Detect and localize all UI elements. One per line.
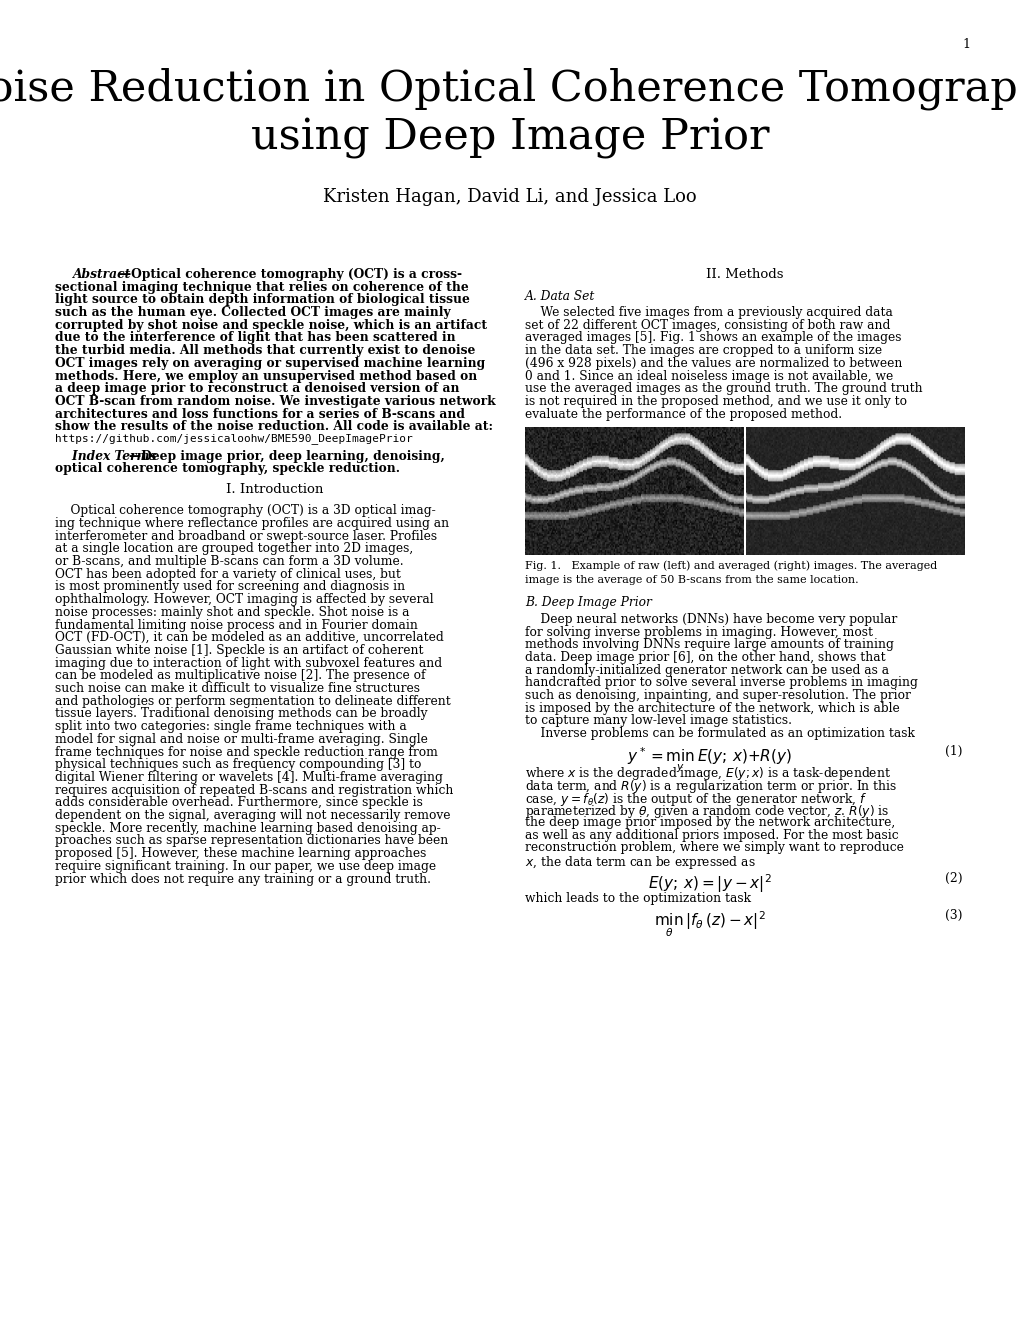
Text: light source to obtain depth information of biological tissue: light source to obtain depth information… <box>55 293 470 306</box>
Text: A. Data Set: A. Data Set <box>525 289 595 302</box>
Text: methods involving DNNs require large amounts of training: methods involving DNNs require large amo… <box>525 639 893 651</box>
Text: a randomly-initialized generator network can be used as a: a randomly-initialized generator network… <box>525 664 889 677</box>
Text: frame techniques for noise and speckle reduction range from: frame techniques for noise and speckle r… <box>55 746 437 759</box>
Text: OCT B-scan from random noise. We investigate various network: OCT B-scan from random noise. We investi… <box>55 395 495 408</box>
Text: We selected five images from a previously acquired data: We selected five images from a previousl… <box>525 306 892 319</box>
Text: for solving inverse problems in imaging. However, most: for solving inverse problems in imaging.… <box>525 626 872 639</box>
Text: architectures and loss functions for a series of B-scans and: architectures and loss functions for a s… <box>55 408 465 421</box>
Text: dependent on the signal, averaging will not necessarily remove: dependent on the signal, averaging will … <box>55 809 450 822</box>
Text: ophthalmology. However, OCT imaging is affected by several: ophthalmology. However, OCT imaging is a… <box>55 593 433 606</box>
Text: to capture many low-level image statistics.: to capture many low-level image statisti… <box>525 714 791 727</box>
Text: $E(y;\,x) = |y - x|^2$: $E(y;\,x) = |y - x|^2$ <box>647 873 771 895</box>
Text: digital Wiener filtering or wavelets [4]. Multi-frame averaging: digital Wiener filtering or wavelets [4]… <box>55 771 442 784</box>
Text: model for signal and noise or multi-frame averaging. Single: model for signal and noise or multi-fram… <box>55 733 427 746</box>
Text: due to the interference of light that has been scattered in: due to the interference of light that ha… <box>55 331 455 345</box>
Text: requires acquisition of repeated B-scans and registration which: requires acquisition of repeated B-scans… <box>55 784 452 797</box>
Text: (1): (1) <box>945 744 962 758</box>
Text: using Deep Image Prior: using Deep Image Prior <box>251 117 768 158</box>
Text: is most prominently used for screening and diagnosis in: is most prominently used for screening a… <box>55 581 405 594</box>
Text: parameterized by $\theta$, given a random code vector, $z$. $R(y)$ is: parameterized by $\theta$, given a rando… <box>525 804 889 820</box>
Text: can be modeled as multiplicative noise [2]. The presence of: can be modeled as multiplicative noise [… <box>55 669 425 682</box>
Text: Kristen Hagan, David Li, and Jessica Loo: Kristen Hagan, David Li, and Jessica Loo <box>323 187 696 206</box>
Text: https://github.com/jessicaloohw/BME590_DeepImagePrior: https://github.com/jessicaloohw/BME590_D… <box>55 433 413 444</box>
Text: optical coherence tomography, speckle reduction.: optical coherence tomography, speckle re… <box>55 462 399 475</box>
Text: proposed [5]. However, these machine learning approaches: proposed [5]. However, these machine lea… <box>55 847 426 861</box>
Text: I. Introduction: I. Introduction <box>226 483 323 495</box>
Text: $x$, the data term can be expressed as: $x$, the data term can be expressed as <box>525 854 755 871</box>
Text: noise processes: mainly shot and speckle. Shot noise is a: noise processes: mainly shot and speckle… <box>55 606 409 619</box>
Text: $y^* = \min_y\, E(y;\,x) + R(y)$: $y^* = \min_y\, E(y;\,x) + R(y)$ <box>627 744 792 775</box>
Text: evaluate the performance of the proposed method.: evaluate the performance of the proposed… <box>525 408 842 421</box>
Text: as well as any additional priors imposed. For the most basic: as well as any additional priors imposed… <box>525 829 898 842</box>
Text: B. Deep Image Prior: B. Deep Image Prior <box>525 597 651 610</box>
Text: methods. Here, we employ an unsupervised method based on: methods. Here, we employ an unsupervised… <box>55 370 477 383</box>
Text: in the data set. The images are cropped to a uniform size: in the data set. The images are cropped … <box>525 345 881 358</box>
Text: Noise Reduction in Optical Coherence Tomography: Noise Reduction in Optical Coherence Tom… <box>0 69 1019 111</box>
Text: require significant training. In our paper, we use deep image: require significant training. In our pap… <box>55 859 436 873</box>
Text: a deep image prior to reconstruct a denoised version of an: a deep image prior to reconstruct a deno… <box>55 383 459 395</box>
Text: (496 x 928 pixels) and the values are normalized to between: (496 x 928 pixels) and the values are no… <box>525 356 902 370</box>
Text: which leads to the optimization task: which leads to the optimization task <box>525 892 750 906</box>
Text: $\min_\theta\, |f_\theta(z) - x|^2$: $\min_\theta\, |f_\theta(z) - x|^2$ <box>653 908 765 939</box>
Text: prior which does not require any training or a ground truth.: prior which does not require any trainin… <box>55 873 431 886</box>
Text: Fig. 1.   Example of raw (left) and averaged (right) images. The averaged: Fig. 1. Example of raw (left) and averag… <box>525 561 936 572</box>
Text: Abstract: Abstract <box>73 268 131 281</box>
Text: reconstruction problem, where we simply want to reproduce: reconstruction problem, where we simply … <box>525 841 903 854</box>
Text: II. Methods: II. Methods <box>705 268 783 281</box>
Text: such as the human eye. Collected OCT images are mainly: such as the human eye. Collected OCT ima… <box>55 306 450 319</box>
Text: Inverse problems can be formulated as an optimization task: Inverse problems can be formulated as an… <box>525 727 914 741</box>
Text: —Deep image prior, deep learning, denoising,: —Deep image prior, deep learning, denois… <box>128 450 444 462</box>
Text: the deep image prior imposed by the network architecture,: the deep image prior imposed by the netw… <box>525 816 895 829</box>
Text: and pathologies or perform segmentation to delineate different: and pathologies or perform segmentation … <box>55 694 450 708</box>
Text: imaging due to interaction of light with subvoxel features and: imaging due to interaction of light with… <box>55 656 441 669</box>
Text: (2): (2) <box>945 873 962 884</box>
Text: where $x$ is the degraded image, $E(y; x)$ is a task-dependent: where $x$ is the degraded image, $E(y; x… <box>525 766 890 783</box>
Text: sectional imaging technique that relies on coherence of the: sectional imaging technique that relies … <box>55 281 469 294</box>
Text: interferometer and broadband or swept-source laser. Profiles: interferometer and broadband or swept-so… <box>55 529 437 543</box>
Text: tissue layers. Traditional denoising methods can be broadly: tissue layers. Traditional denoising met… <box>55 708 427 721</box>
Text: —Optical coherence tomography (OCT) is a cross-: —Optical coherence tomography (OCT) is a… <box>119 268 462 281</box>
Text: data term, and $R(y)$ is a regularization term or prior. In this: data term, and $R(y)$ is a regularizatio… <box>525 777 896 795</box>
Text: set of 22 different OCT images, consisting of both raw and: set of 22 different OCT images, consisti… <box>525 319 890 331</box>
Text: ing technique where reflectance profiles are acquired using an: ing technique where reflectance profiles… <box>55 517 448 529</box>
Text: speckle. More recently, machine learning based denoising ap-: speckle. More recently, machine learning… <box>55 822 440 834</box>
Text: handcrafted prior to solve several inverse problems in imaging: handcrafted prior to solve several inver… <box>525 676 917 689</box>
Text: such as denoising, inpainting, and super-resolution. The prior: such as denoising, inpainting, and super… <box>525 689 910 702</box>
Text: OCT has been adopted for a variety of clinical uses, but: OCT has been adopted for a variety of cl… <box>55 568 400 581</box>
Text: averaged images [5]. Fig. 1 shows an example of the images: averaged images [5]. Fig. 1 shows an exa… <box>525 331 901 345</box>
Text: such noise can make it difficult to visualize fine structures: such noise can make it difficult to visu… <box>55 682 420 696</box>
Text: physical techniques such as frequency compounding [3] to: physical techniques such as frequency co… <box>55 758 421 771</box>
Text: show the results of the noise reduction. All code is available at:: show the results of the noise reduction.… <box>55 420 492 433</box>
Text: 1: 1 <box>961 38 969 51</box>
Text: adds considerable overhead. Furthermore, since speckle is: adds considerable overhead. Furthermore,… <box>55 796 423 809</box>
Text: data. Deep image prior [6], on the other hand, shows that: data. Deep image prior [6], on the other… <box>525 651 884 664</box>
Text: split into two categories: single frame techniques with a: split into two categories: single frame … <box>55 721 407 733</box>
Text: (3): (3) <box>945 908 962 921</box>
Text: fundamental limiting noise process and in Fourier domain: fundamental limiting noise process and i… <box>55 619 418 631</box>
Text: OCT (FD-OCT), it can be modeled as an additive, uncorrelated: OCT (FD-OCT), it can be modeled as an ad… <box>55 631 443 644</box>
Text: proaches such as sparse representation dictionaries have been: proaches such as sparse representation d… <box>55 834 447 847</box>
Text: 0 and 1. Since an ideal noiseless image is not available, we: 0 and 1. Since an ideal noiseless image … <box>525 370 893 383</box>
Text: Deep neural networks (DNNs) have become very popular: Deep neural networks (DNNs) have become … <box>525 612 897 626</box>
Text: Optical coherence tomography (OCT) is a 3D optical imag-: Optical coherence tomography (OCT) is a … <box>55 504 435 517</box>
Text: OCT images rely on averaging or supervised machine learning: OCT images rely on averaging or supervis… <box>55 356 485 370</box>
Text: is imposed by the architecture of the network, which is able: is imposed by the architecture of the ne… <box>525 702 899 714</box>
Text: at a single location are grouped together into 2D images,: at a single location are grouped togethe… <box>55 543 413 556</box>
Text: Index Terms: Index Terms <box>55 450 156 462</box>
Text: the turbid media. All methods that currently exist to denoise: the turbid media. All methods that curre… <box>55 345 475 358</box>
Text: is not required in the proposed method, and we use it only to: is not required in the proposed method, … <box>525 395 906 408</box>
Text: Gaussian white noise [1]. Speckle is an artifact of coherent: Gaussian white noise [1]. Speckle is an … <box>55 644 423 657</box>
Text: corrupted by shot noise and speckle noise, which is an artifact: corrupted by shot noise and speckle nois… <box>55 319 487 331</box>
Text: image is the average of 50 B-scans from the same location.: image is the average of 50 B-scans from … <box>525 574 858 585</box>
Text: case, $y = f_\theta(z)$ is the output of the generator network, $f$: case, $y = f_\theta(z)$ is the output of… <box>525 791 866 808</box>
Text: use the averaged images as the ground truth. The ground truth: use the averaged images as the ground tr… <box>525 383 922 395</box>
Text: or B-scans, and multiple B-scans can form a 3D volume.: or B-scans, and multiple B-scans can for… <box>55 554 404 568</box>
